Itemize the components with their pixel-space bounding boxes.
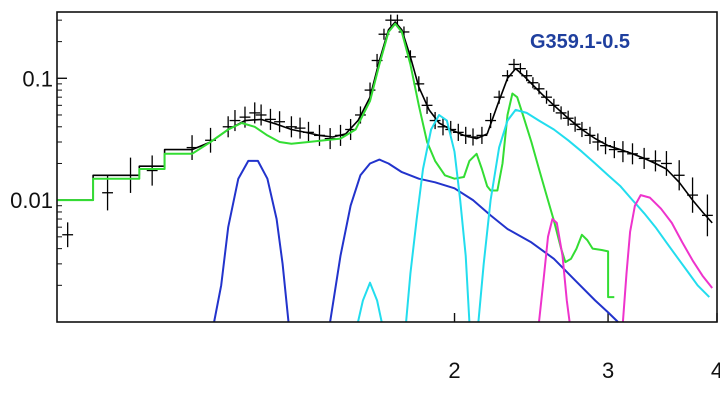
x-tick-label: 4 — [711, 358, 720, 383]
chart-title: G359.1-0.5 — [530, 31, 630, 53]
series-blue-1 — [213, 159, 290, 323]
data-point — [62, 222, 74, 248]
series-blue-2 — [329, 158, 619, 323]
data-point — [533, 83, 545, 95]
data-point — [294, 117, 306, 139]
data-point — [102, 175, 113, 211]
series-magenta-1 — [538, 218, 571, 323]
series-magenta-2 — [621, 194, 713, 323]
series-layer — [57, 14, 713, 323]
data-point — [274, 111, 285, 133]
data-point — [508, 58, 520, 70]
data-point — [285, 116, 297, 138]
x-tick-label: 3 — [602, 358, 614, 383]
data-point — [265, 108, 276, 130]
data-point — [146, 155, 158, 186]
data-point — [701, 194, 713, 237]
y-tick-label: 0.1 — [22, 66, 53, 91]
plot-frame — [56, 11, 718, 323]
data-point — [541, 90, 552, 104]
tick-labels: 2 3 4 0.1 0.01 — [10, 66, 720, 383]
data-point — [673, 160, 685, 191]
data-point — [527, 77, 539, 89]
series-cyan-3 — [477, 108, 711, 323]
series-cyan-1 — [357, 281, 383, 323]
data-point — [650, 150, 661, 172]
data-point — [255, 104, 267, 126]
y-tick-label: 0.01 — [10, 188, 53, 213]
data-point — [661, 151, 672, 176]
data-point — [229, 110, 241, 132]
series-cyan-2 — [405, 114, 471, 323]
series-sum — [57, 22, 615, 299]
x-tick-label: 2 — [448, 358, 460, 383]
